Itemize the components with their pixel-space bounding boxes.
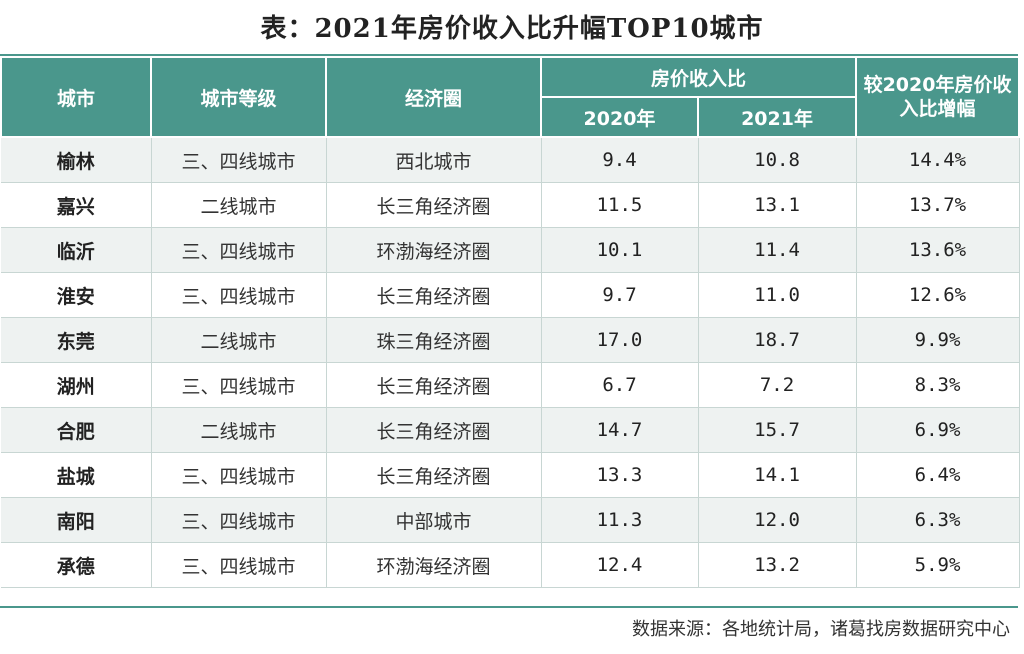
cell-circle: 长三角经济圈 bbox=[325, 407, 542, 453]
header-2020: 2020年 bbox=[540, 96, 699, 138]
cell-city: 南阳 bbox=[1, 497, 152, 543]
cell-ratio-2021: 10.8 bbox=[697, 136, 857, 183]
cell-city: 盐城 bbox=[1, 452, 152, 498]
cell-change: 9.9% bbox=[855, 317, 1020, 363]
table-row: 榆林 三、四线城市 西北城市 9.4 10.8 14.4% bbox=[1, 136, 1020, 183]
cell-city: 合肥 bbox=[1, 407, 152, 453]
table-row: 淮安 三、四线城市 长三角经济圈 9.7 11.0 12.6% bbox=[1, 272, 1020, 318]
table-row: 湖州 三、四线城市 长三角经济圈 6.7 7.2 8.3% bbox=[1, 362, 1020, 408]
cell-circle: 环渤海经济圈 bbox=[325, 227, 542, 273]
cell-city: 榆林 bbox=[1, 136, 152, 183]
cell-circle: 西北城市 bbox=[325, 136, 542, 183]
header-circle: 经济圈 bbox=[325, 56, 542, 138]
header-change: 较2020年房价收入比增幅 bbox=[855, 56, 1021, 138]
table-row: 嘉兴 二线城市 长三角经济圈 11.5 13.1 13.7% bbox=[1, 182, 1020, 228]
cell-circle: 长三角经济圈 bbox=[325, 452, 542, 498]
cell-change: 12.6% bbox=[855, 272, 1020, 318]
cell-level: 二线城市 bbox=[150, 182, 327, 228]
cell-change: 8.3% bbox=[855, 362, 1020, 408]
header-ratio-group: 房价收入比 bbox=[539, 56, 858, 98]
cell-level: 三、四线城市 bbox=[150, 362, 327, 408]
cell-ratio-2021: 11.4 bbox=[697, 227, 857, 273]
cell-level: 二线城市 bbox=[150, 407, 327, 453]
header-2021: 2021年 bbox=[696, 96, 858, 138]
cell-ratio-2020: 9.7 bbox=[540, 272, 699, 318]
cell-ratio-2021: 14.1 bbox=[697, 452, 857, 498]
cell-ratio-2021: 12.0 bbox=[697, 497, 857, 543]
source-note: 数据来源：各地统计局，诸葛找房数据研究中心 bbox=[632, 619, 1010, 640]
header-level: 城市等级 bbox=[150, 56, 327, 138]
cell-ratio-2021: 15.7 bbox=[697, 407, 857, 453]
cell-ratio-2020: 12.4 bbox=[540, 542, 699, 588]
table-row: 南阳 三、四线城市 中部城市 11.3 12.0 6.3% bbox=[1, 497, 1020, 543]
header-city: 城市 bbox=[0, 56, 152, 138]
cell-city: 临沂 bbox=[1, 227, 152, 273]
cell-change: 13.7% bbox=[855, 182, 1020, 228]
table-row: 盐城 三、四线城市 长三角经济圈 13.3 14.1 6.4% bbox=[1, 452, 1020, 498]
cell-level: 二线城市 bbox=[150, 317, 327, 363]
cell-circle: 长三角经济圈 bbox=[325, 362, 542, 408]
cell-level: 三、四线城市 bbox=[150, 136, 327, 183]
cell-change: 5.9% bbox=[855, 542, 1020, 588]
table-row: 临沂 三、四线城市 环渤海经济圈 10.1 11.4 13.6% bbox=[1, 227, 1020, 273]
table-row: 合肥 二线城市 长三角经济圈 14.7 15.7 6.9% bbox=[1, 407, 1020, 453]
cell-ratio-2020: 11.3 bbox=[540, 497, 699, 543]
cell-ratio-2021: 7.2 bbox=[697, 362, 857, 408]
cell-level: 三、四线城市 bbox=[150, 227, 327, 273]
cell-city: 淮安 bbox=[1, 272, 152, 318]
cell-change: 6.4% bbox=[855, 452, 1020, 498]
cell-city: 嘉兴 bbox=[1, 182, 152, 228]
cell-ratio-2021: 18.7 bbox=[697, 317, 857, 363]
cell-circle: 珠三角经济圈 bbox=[325, 317, 542, 363]
cell-ratio-2020: 13.3 bbox=[540, 452, 699, 498]
bottom-rule bbox=[0, 606, 1018, 608]
cell-city: 承德 bbox=[1, 542, 152, 588]
table-body: 榆林 三、四线城市 西北城市 9.4 10.8 14.4% 嘉兴 二线城市 长三角经济圈 11.5… bbox=[1, 136, 1020, 588]
top-rule bbox=[0, 54, 1018, 56]
cell-change: 13.6% bbox=[855, 227, 1020, 273]
table-row: 东莞 二线城市 珠三角经济圈 17.0 18.7 9.9% bbox=[1, 317, 1020, 363]
cell-ratio-2021: 13.1 bbox=[697, 182, 857, 228]
cell-level: 三、四线城市 bbox=[150, 272, 327, 318]
cell-ratio-2020: 6.7 bbox=[540, 362, 699, 408]
cell-city: 东莞 bbox=[1, 317, 152, 363]
cell-circle: 长三角经济圈 bbox=[325, 182, 542, 228]
cell-ratio-2020: 10.1 bbox=[540, 227, 699, 273]
cell-change: 14.4% bbox=[855, 136, 1020, 183]
cell-circle: 环渤海经济圈 bbox=[325, 542, 542, 588]
table-row: 承德 三、四线城市 环渤海经济圈 12.4 13.2 5.9% bbox=[1, 542, 1020, 588]
cell-level: 三、四线城市 bbox=[150, 542, 327, 588]
cell-ratio-2020: 14.7 bbox=[540, 407, 699, 453]
table-title: 表：2021年房价收入比升幅TOP10城市 bbox=[260, 14, 764, 44]
cell-circle: 长三角经济圈 bbox=[325, 272, 542, 318]
cell-level: 三、四线城市 bbox=[150, 497, 327, 543]
cell-city: 湖州 bbox=[1, 362, 152, 408]
ratio-table: 城市 城市等级 经济圈 房价收入比 较2020年房价收入比增幅 2020年 20… bbox=[0, 56, 1021, 588]
cell-ratio-2021: 11.0 bbox=[697, 272, 857, 318]
cell-level: 三、四线城市 bbox=[150, 452, 327, 498]
cell-change: 6.3% bbox=[855, 497, 1020, 543]
cell-circle: 中部城市 bbox=[325, 497, 542, 543]
cell-ratio-2020: 9.4 bbox=[540, 136, 699, 183]
cell-ratio-2020: 17.0 bbox=[540, 317, 699, 363]
cell-change: 6.9% bbox=[855, 407, 1020, 453]
cell-ratio-2020: 11.5 bbox=[540, 182, 699, 228]
cell-ratio-2021: 13.2 bbox=[697, 542, 857, 588]
